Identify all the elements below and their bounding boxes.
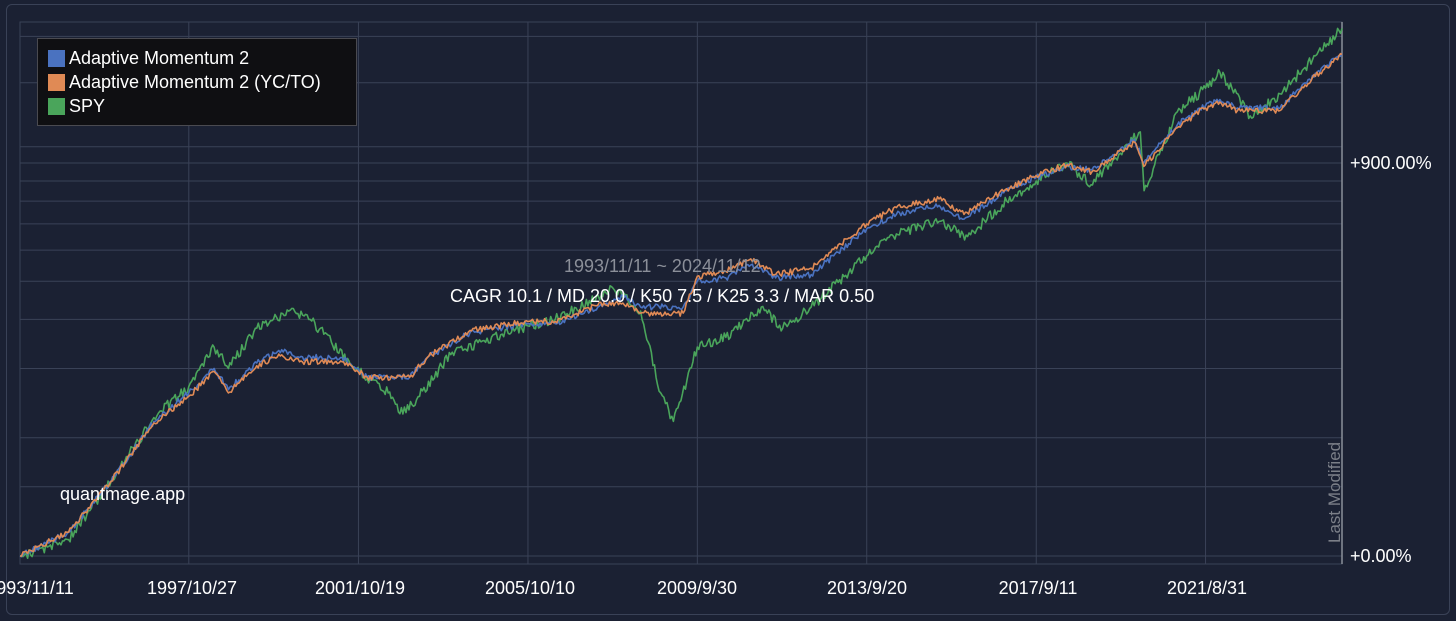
legend-item-am2-yc[interactable]: Adaptive Momentum 2 (YC/TO) — [48, 70, 356, 94]
x-tick-label: 2013/9/20 — [826, 578, 908, 598]
x-tick-label: 2001/10/19 — [314, 578, 406, 598]
date-range-label: 1993/11/11 ~ 2024/11/12 — [564, 256, 761, 276]
legend-label-am2: Adaptive Momentum 2 — [69, 47, 250, 68]
series-line-am2-yc — [19, 52, 1343, 557]
y-tick-label: +900.00% — [1350, 153, 1432, 173]
stats-summary: CAGR 10.1 / MD 20.0 / K50 7.5 / K25 3.3 … — [450, 286, 875, 306]
legend-swatch-am2-yc — [48, 73, 65, 91]
x-tick-label: 1997/10/27 — [146, 578, 238, 598]
legend-swatch-am2 — [48, 49, 65, 67]
x-tick-label: 1993/11/11 — [0, 578, 74, 598]
legend-label-spy: SPY — [69, 95, 106, 116]
x-tick-label: 2009/9/30 — [656, 578, 738, 598]
legend: Adaptive Momentum 2 Adaptive Momentum 2 … — [37, 38, 357, 126]
legend-swatch-spy — [48, 97, 65, 115]
legend-label-am2-yc: Adaptive Momentum 2 (YC/TO) — [69, 71, 321, 92]
legend-item-spy[interactable]: SPY — [48, 94, 356, 118]
series-line-am2 — [19, 53, 1343, 558]
series-line-spy — [19, 27, 1343, 560]
last-modified-label: Last Modified — [1325, 441, 1344, 543]
watermark: quantmage.app — [60, 484, 186, 504]
x-tick-label: 2021/8/31 — [1166, 578, 1248, 598]
legend-item-am2[interactable]: Adaptive Momentum 2 — [48, 46, 356, 70]
x-tick-label: 2005/10/10 — [484, 578, 576, 598]
x-tick-label: 2017/9/11 — [998, 578, 1078, 598]
y-tick-label: +0.00% — [1350, 546, 1412, 566]
